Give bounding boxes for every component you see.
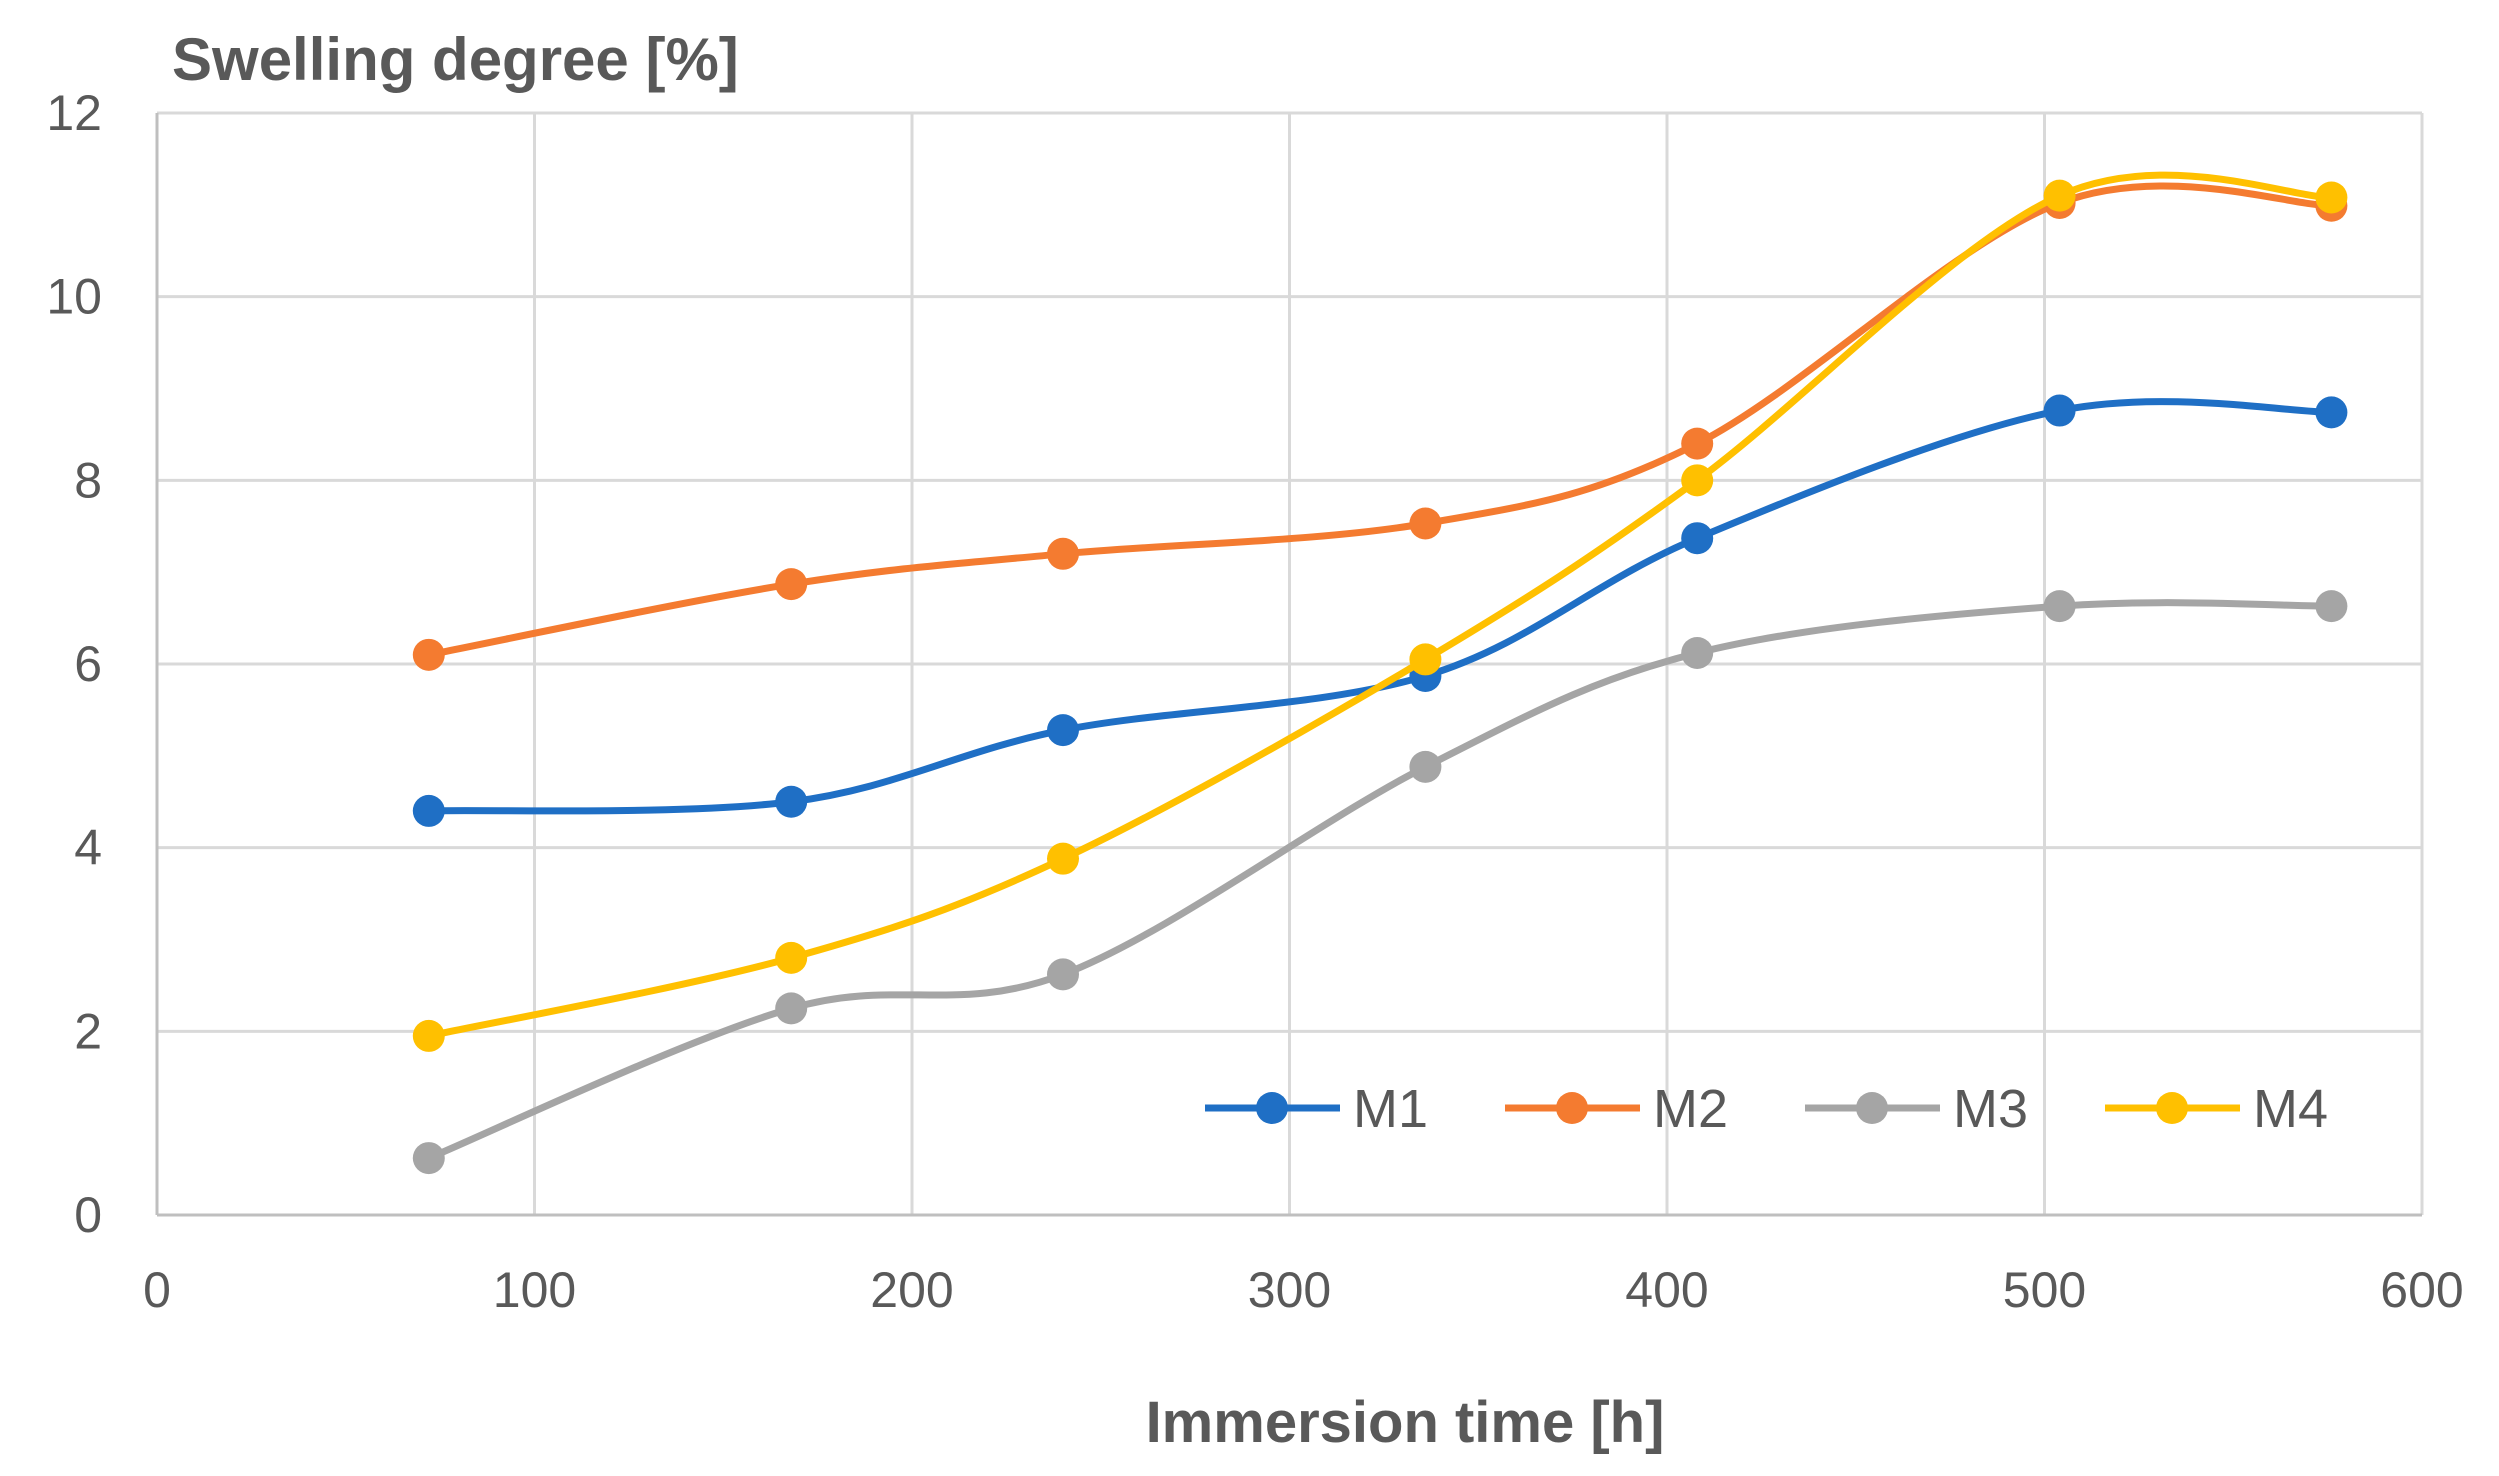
data-point-m4	[2043, 179, 2076, 212]
data-point-m1	[412, 794, 445, 827]
y-tick-label: 2	[74, 1003, 102, 1059]
data-point-m4	[1409, 643, 1442, 676]
y-axis-title: Swelling degree [%]	[172, 26, 739, 93]
data-point-m4	[412, 1019, 445, 1052]
data-point-m4	[1047, 842, 1079, 875]
series-m1	[412, 394, 2348, 827]
data-point-m3	[2315, 590, 2348, 623]
legend-swatch-marker	[2156, 1092, 2188, 1124]
axes	[155, 113, 2422, 1217]
series-line-m2	[425, 182, 2335, 659]
legend-label: M2	[1653, 1079, 1728, 1139]
y-tick-label: 8	[74, 452, 102, 508]
legend-entry-m4: M4	[2105, 1079, 2328, 1139]
data-point-m4	[1681, 464, 1714, 497]
series-lines	[412, 171, 2348, 1175]
x-tick-label: 500	[2003, 1262, 2086, 1318]
x-tick-label: 0	[143, 1262, 171, 1318]
data-point-m1	[2043, 394, 2076, 427]
y-tick-label: 6	[74, 636, 102, 692]
data-point-m2	[1047, 537, 1079, 570]
y-tick-label: 4	[74, 820, 102, 876]
legend-swatch-marker	[1556, 1092, 1588, 1124]
y-tick-label: 0	[74, 1187, 102, 1243]
x-tick-label: 100	[493, 1262, 576, 1318]
legend: M1 M2 M3 M4	[1205, 1079, 2328, 1139]
data-point-m2	[412, 638, 445, 671]
data-point-m3	[1409, 750, 1442, 783]
x-tick-label: 200	[870, 1262, 953, 1318]
data-point-m2	[775, 568, 808, 601]
data-point-m1	[2315, 396, 2348, 429]
x-axis-title: Immersion time [h]	[1146, 1390, 1665, 1455]
y-tick-label: 12	[46, 85, 102, 141]
x-tick-label: 400	[1625, 1262, 1708, 1318]
series-m4	[412, 171, 2348, 1052]
data-point-m2	[1409, 507, 1442, 540]
data-point-m4	[775, 941, 808, 974]
data-point-m1	[1681, 522, 1714, 555]
data-point-m3	[1681, 636, 1714, 669]
x-tick-label: 600	[2380, 1262, 2463, 1318]
legend-entry-m2: M2	[1505, 1079, 1728, 1139]
x-tick-label: 300	[1248, 1262, 1331, 1318]
data-point-m3	[2043, 590, 2076, 623]
y-tick-label: 10	[46, 269, 102, 325]
legend-swatch-marker	[1856, 1092, 1888, 1124]
data-point-m1	[775, 785, 808, 818]
grid-lines	[157, 111, 2424, 1215]
legend-label: M1	[1353, 1079, 1428, 1139]
legend-label: M3	[1953, 1079, 2028, 1139]
legend-label: M4	[2253, 1079, 2328, 1139]
legend-entry-m1: M1	[1205, 1079, 1428, 1139]
data-point-m2	[1681, 427, 1714, 460]
data-point-m3	[1047, 958, 1079, 991]
series-m3	[412, 590, 2348, 1175]
legend-entry-m3: M3	[1805, 1079, 2028, 1139]
tick-labels: 0 2 4 6 8 10 12 0 100 200 300 400 500 600	[46, 85, 2463, 1318]
data-point-m3	[412, 1142, 445, 1175]
data-point-m1	[1047, 714, 1079, 747]
legend-swatch-marker	[1256, 1092, 1288, 1124]
data-point-m3	[775, 992, 808, 1025]
data-point-m4	[2315, 181, 2348, 214]
